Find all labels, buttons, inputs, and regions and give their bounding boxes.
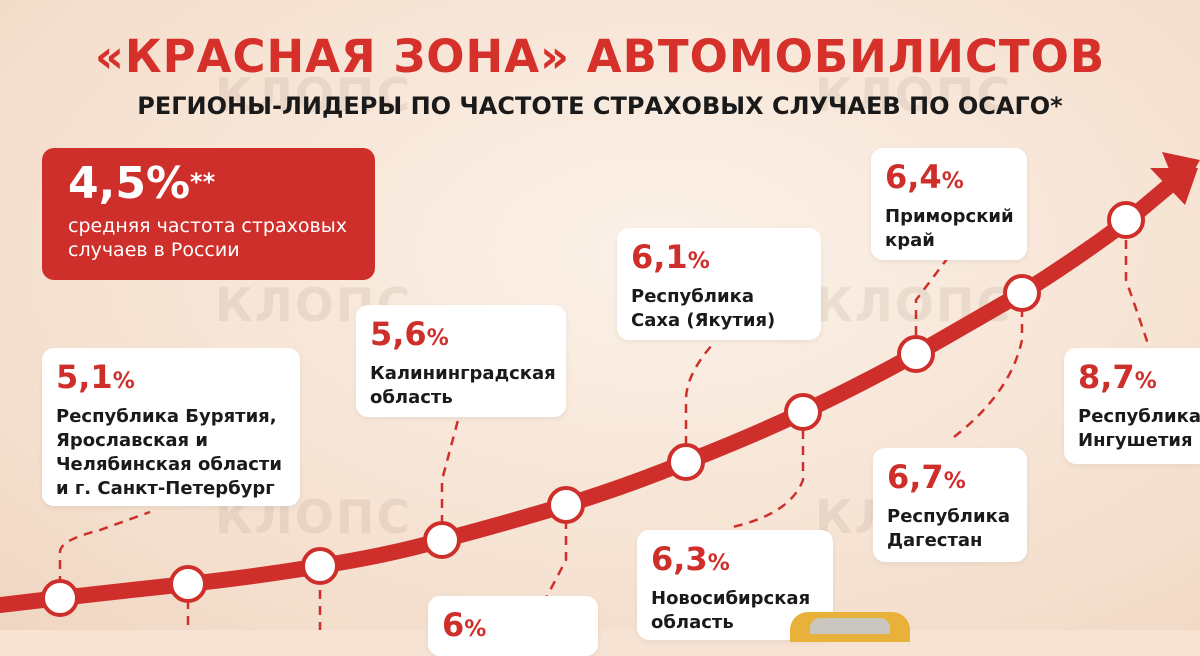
milestone-dot	[897, 335, 935, 373]
region-card: 6%	[428, 596, 598, 656]
region-value: 6,3%	[651, 540, 730, 578]
milestone-dot	[169, 565, 207, 603]
region-label: Республика Дагестан	[887, 506, 1010, 551]
region-label: Республика Ингушетия	[1078, 406, 1200, 451]
region-card: 5,1% Республика Бурятия, Ярославская и Ч…	[42, 348, 300, 506]
region-card: 6,4% Приморский край	[871, 148, 1027, 260]
milestone-dot	[301, 547, 339, 585]
average-caption: средняя частота страховых случаев в Росс…	[68, 215, 347, 261]
milestone-dot	[1003, 274, 1041, 312]
region-label: Калининградская область	[370, 363, 556, 408]
region-value: 6,7%	[887, 458, 966, 496]
region-label: Приморский край	[885, 206, 1014, 251]
milestone-dot	[1107, 201, 1145, 239]
milestones	[41, 201, 1145, 617]
connector-lines	[58, 240, 1152, 630]
page-subtitle: РЕГИОНЫ-ЛИДЕРЫ ПО ЧАСТОТЕ СТРАХОВЫХ СЛУЧ…	[137, 92, 1063, 120]
region-value: 6,4%	[885, 158, 964, 196]
region-label: Новосибирская область	[651, 588, 811, 633]
region-card: 6,3% Новосибирская область	[637, 530, 833, 640]
page-title: «КРАСНАЯ ЗОНА» АВТОМОБИЛИСТОВ	[94, 30, 1106, 83]
region-label: Республика Бурятия, Ярославская и Челяби…	[56, 406, 282, 499]
region-value: 6,1%	[631, 238, 710, 276]
connector-line	[684, 344, 713, 445]
connector-line	[1124, 240, 1152, 351]
region-card: 6,7% Республика Дагестан	[873, 448, 1027, 562]
milestone-dot	[784, 393, 822, 431]
region-label: Республика Саха (Якутия)	[631, 286, 776, 331]
connector-line	[914, 254, 951, 335]
region-card: 5,6% Калининградская область	[356, 305, 566, 417]
milestone-dot	[423, 521, 461, 559]
car-illustration	[790, 612, 910, 642]
connector-line	[58, 510, 151, 585]
watermark: КЛОПС	[215, 68, 413, 122]
connector-line	[440, 419, 460, 540]
region-card: 8,7% Республика Ингушетия	[1064, 348, 1200, 464]
region-value: 5,1%	[56, 358, 135, 396]
connector-line	[727, 430, 805, 530]
milestone-dot	[667, 443, 705, 481]
milestone-dot	[41, 579, 79, 617]
region-value: 5,6%	[370, 315, 449, 353]
connector-line	[949, 308, 1024, 441]
average-frequency-box: 4,5%** средняя частота страховых случаев…	[42, 148, 375, 280]
milestone-dot	[547, 486, 585, 524]
trend-line	[0, 177, 1178, 613]
trend-line-graphic	[0, 152, 1200, 630]
average-value: 4,5%**	[68, 158, 216, 209]
region-value: 6%	[442, 606, 487, 644]
region-card: 6,1% Республика Саха (Якутия)	[617, 228, 821, 340]
region-value: 8,7%	[1078, 358, 1157, 396]
watermark: КЛОПС	[815, 68, 1013, 122]
connector-line	[543, 520, 568, 601]
footnote-mark: **	[190, 168, 216, 196]
